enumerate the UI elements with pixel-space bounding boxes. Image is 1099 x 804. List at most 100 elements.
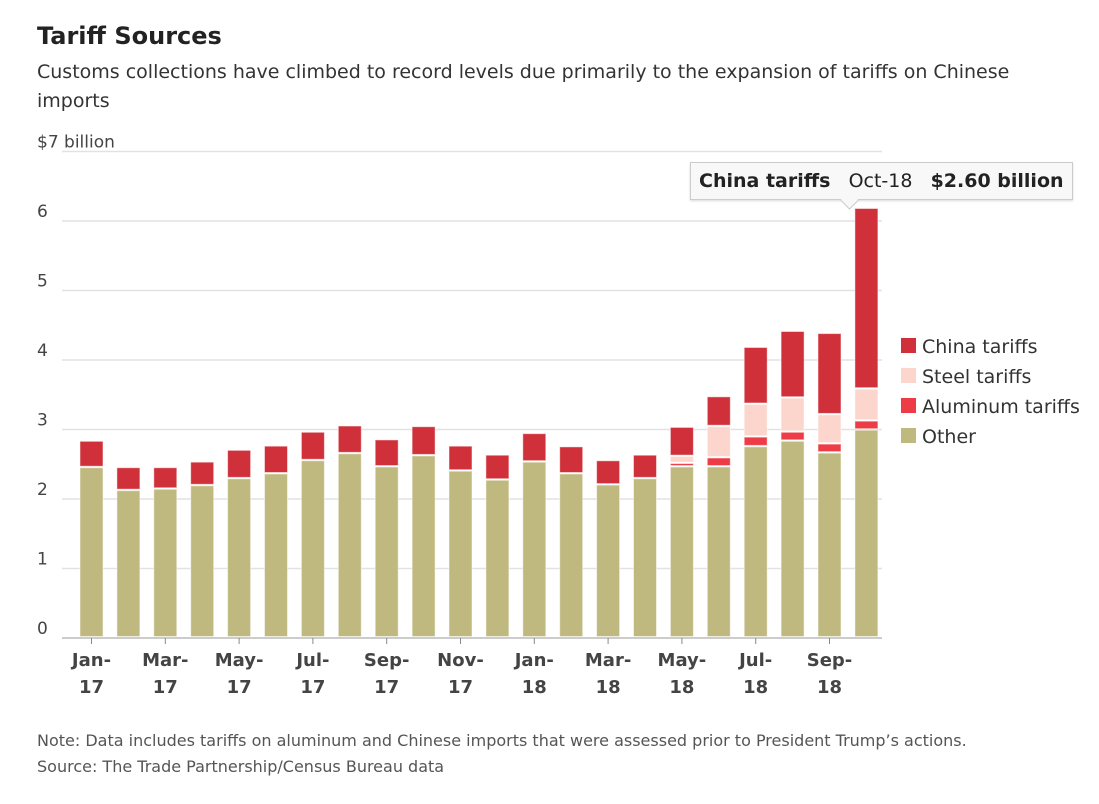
bar-segment-steel-tariffs xyxy=(706,426,731,457)
y-tick-label: 3 xyxy=(37,411,48,431)
bar-segment-china-tariffs xyxy=(743,346,768,404)
legend-swatch xyxy=(901,368,916,383)
bar-segment-aluminum-tariffs xyxy=(743,436,768,446)
y-tick-label: 2 xyxy=(37,480,48,500)
legend-swatch xyxy=(901,398,916,413)
y-tick-label: 0 xyxy=(37,619,48,639)
y-unit-label: $7 billion xyxy=(37,133,115,153)
x-tick-label: 17 xyxy=(227,677,252,698)
footnote: Note: Data includes tariffs on aluminum … xyxy=(37,728,967,780)
tooltip: China tariffs Oct-18 $2.60 billion xyxy=(690,162,1073,210)
bar-segment-other xyxy=(559,473,584,638)
bar-segment-steel-tariffs xyxy=(817,414,842,444)
bar-segment-other xyxy=(817,452,842,637)
bar-segment-china-tariffs xyxy=(706,396,731,426)
bar-segment-other xyxy=(79,467,104,637)
bar-segment-china-tariffs xyxy=(374,439,399,467)
legend-swatch xyxy=(901,428,916,443)
x-tick-label: Jan- xyxy=(513,650,554,671)
bar-segment-aluminum-tariffs xyxy=(706,457,731,467)
x-tick-label: 17 xyxy=(79,677,104,698)
bar-segment-china-tariffs xyxy=(190,461,215,485)
x-tick-label: Jul- xyxy=(737,650,772,671)
x-tick-label: 17 xyxy=(153,677,178,698)
bar-segment-other xyxy=(706,466,731,637)
bar-segment-other xyxy=(190,485,215,638)
chart-title: Tariff Sources xyxy=(37,22,222,50)
y-tick-label: 4 xyxy=(37,341,48,361)
bar-segment-china-tariffs xyxy=(669,426,694,456)
x-tick-label: Sep- xyxy=(364,650,410,671)
bar-segment-china-tariffs xyxy=(485,454,510,480)
bar-segment-other xyxy=(300,460,325,637)
bar-segment-aluminum-tariffs xyxy=(780,431,805,441)
x-tick-label: 18 xyxy=(669,677,694,698)
bar-segment-other xyxy=(448,470,473,638)
x-tick-label: 18 xyxy=(596,677,621,698)
x-tick-label: May- xyxy=(658,650,707,671)
source-text: Source: The Trade Partnership/Census Bur… xyxy=(37,757,445,776)
x-tick-label: Mar- xyxy=(585,650,631,671)
y-tick-label: 6 xyxy=(37,202,48,222)
bar-segment-other xyxy=(780,440,805,637)
x-tick-label: 18 xyxy=(743,677,768,698)
x-tick-label: 17 xyxy=(448,677,473,698)
x-tick-label: Mar- xyxy=(142,650,188,671)
bar-segment-other xyxy=(743,446,768,637)
bar-segment-other xyxy=(264,473,288,638)
chart-subtitle: Customs collections have climbed to reco… xyxy=(37,61,1010,112)
x-tick-label: Nov- xyxy=(437,650,484,671)
tooltip-category: Oct-18 xyxy=(848,170,913,192)
bar-segment-other xyxy=(596,484,621,637)
bar-segment-other xyxy=(153,488,178,637)
bar-segment-china-tariffs xyxy=(300,431,325,460)
tooltip-value: $2.60 billion xyxy=(930,170,1064,192)
bar-segment-china-tariffs xyxy=(153,467,178,489)
bar-segment-other xyxy=(522,461,547,638)
bar-segment-other xyxy=(669,466,694,637)
x-tick-label: 18 xyxy=(817,677,842,698)
bar-segment-china-tariffs xyxy=(337,425,362,453)
bar-segment-other xyxy=(337,453,362,638)
x-tick-label: 18 xyxy=(522,677,547,698)
bar-segment-steel-tariffs xyxy=(669,456,694,463)
x-tick-label: Sep- xyxy=(807,650,853,671)
bar-segment-china-tariffs xyxy=(264,445,288,473)
bar-segment-china-tariffs xyxy=(854,207,879,389)
x-tick-label: Jul- xyxy=(294,650,329,671)
bar-segment-other xyxy=(633,478,657,637)
bar-segment-steel-tariffs xyxy=(780,397,805,432)
bar-segment-steel-tariffs xyxy=(854,388,879,421)
bar-segment-other xyxy=(227,478,252,637)
bar-segment-other xyxy=(116,490,141,637)
bar-segment-china-tariffs xyxy=(116,467,141,490)
legend-label: Aluminum tariffs xyxy=(922,396,1080,418)
bar-segment-china-tariffs xyxy=(559,446,584,473)
y-tick-label: 5 xyxy=(37,272,48,292)
x-tick-label: Jan- xyxy=(70,650,111,671)
bar-segment-china-tariffs xyxy=(633,454,657,478)
bar-segment-aluminum-tariffs xyxy=(669,463,694,467)
x-tick-label: 17 xyxy=(374,677,399,698)
x-tick-label: 17 xyxy=(300,677,325,698)
tooltip-series: China tariffs xyxy=(699,170,831,192)
bar-segment-aluminum-tariffs xyxy=(817,443,842,453)
bar-segment-china-tariffs xyxy=(227,449,252,478)
bar-segment-china-tariffs xyxy=(522,433,547,462)
bar-segment-china-tariffs xyxy=(817,333,842,414)
bar-segment-other xyxy=(854,429,879,637)
legend-swatch xyxy=(901,338,916,353)
legend-label: Other xyxy=(922,426,976,448)
bar-segment-other xyxy=(411,455,436,637)
bar-segment-steel-tariffs xyxy=(743,403,768,437)
bar-segment-other xyxy=(374,466,399,637)
legend-label: Steel tariffs xyxy=(922,366,1031,388)
bar-segment-china-tariffs xyxy=(596,460,621,485)
bar-segment-other xyxy=(485,479,510,637)
y-tick-label: 1 xyxy=(37,550,48,570)
bar-segment-china-tariffs xyxy=(411,426,436,455)
bar-segment-china-tariffs xyxy=(780,331,805,398)
legend-label: China tariffs xyxy=(922,336,1037,358)
x-tick-label: May- xyxy=(215,650,264,671)
